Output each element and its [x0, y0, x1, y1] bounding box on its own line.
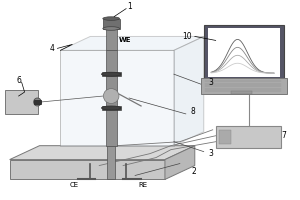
Text: 1: 1 — [127, 2, 131, 11]
Polygon shape — [60, 36, 204, 50]
Ellipse shape — [103, 89, 119, 103]
FancyBboxPatch shape — [5, 90, 38, 114]
Polygon shape — [10, 146, 195, 160]
Bar — [208, 28, 280, 77]
Ellipse shape — [103, 17, 119, 20]
Text: 3: 3 — [208, 78, 213, 87]
Bar — [106, 50, 117, 146]
Text: 2: 2 — [192, 167, 197, 176]
Polygon shape — [10, 160, 165, 179]
Bar — [216, 126, 281, 148]
Text: CE: CE — [69, 182, 78, 188]
Bar — [231, 91, 251, 94]
Bar — [201, 78, 287, 94]
Ellipse shape — [101, 106, 121, 110]
Ellipse shape — [34, 98, 41, 106]
Bar — [103, 19, 119, 28]
Ellipse shape — [103, 27, 119, 30]
Text: RE: RE — [138, 182, 147, 188]
Bar — [102, 72, 121, 76]
Bar — [102, 106, 121, 110]
Text: 8: 8 — [190, 107, 195, 116]
Bar — [106, 25, 117, 50]
Bar — [107, 146, 116, 179]
Text: 4: 4 — [50, 44, 54, 53]
Bar — [60, 50, 174, 146]
Bar — [34, 100, 41, 104]
Ellipse shape — [101, 72, 121, 76]
Bar — [219, 130, 231, 144]
Text: WE: WE — [118, 37, 131, 43]
Bar — [204, 25, 284, 80]
Text: 3: 3 — [208, 149, 213, 158]
Text: 7: 7 — [281, 131, 286, 140]
Text: 6: 6 — [16, 76, 21, 85]
Text: 10: 10 — [182, 32, 192, 41]
Polygon shape — [174, 36, 204, 146]
Polygon shape — [165, 146, 195, 179]
